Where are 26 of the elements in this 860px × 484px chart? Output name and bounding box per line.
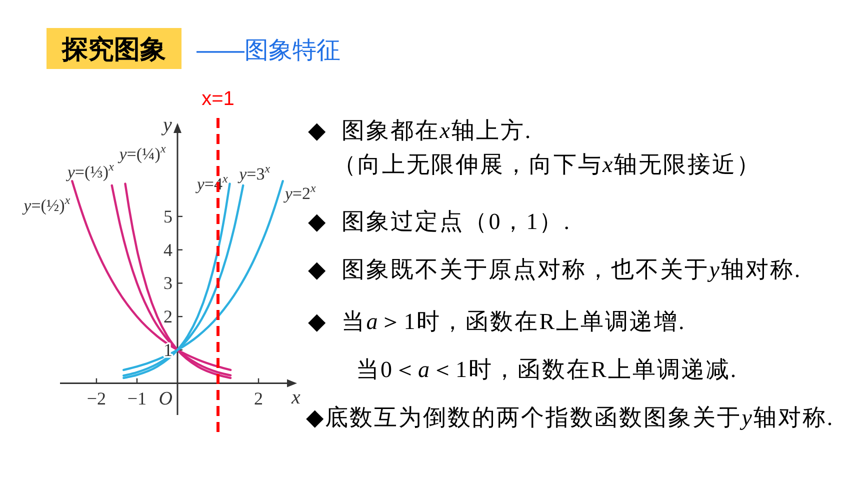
text: ◆底数互为倒数的两个指数函数图象关于y轴对称. [306,405,834,430]
text: （向上无限伸展，向下与x轴无限接近） [333,152,762,177]
y-axis-title: y [161,114,172,136]
series-label: y=(¼)$^{x}$ [117,142,166,164]
series-label: y=3$^{x}$ [237,161,271,184]
annotation: O [158,388,173,410]
text: ◆ 图象过定点（0，1）. [308,209,571,234]
title: 探究图象 [46,28,182,69]
x-tick-label: −2 [86,388,106,408]
text: ◆ 图象既不关于原点对称，也不关于y轴对称. [308,257,802,282]
series-label: y=2$^{x}$ [282,181,316,204]
y-tick-label: 4 [163,240,172,260]
y-tick-label: 3 [163,273,172,294]
x-tick-label: 2 [254,388,264,408]
text: ◆ 当a＞1时，函数在R上单调递增. [308,309,686,334]
y-tick-label: 2 [163,306,172,327]
x-tick-label: −1 [127,388,147,408]
chart-title: 探究图象 [61,34,166,64]
ref-line-label: x=1 [202,88,234,110]
series-label: y=(½)$^{x}$ [22,193,71,216]
y-tick-label: 5 [163,206,172,226]
text: 当0＜a＜1时，函数在R上单调递减. [356,357,738,382]
series-label: y=(⅓)$^{x}$ [65,159,115,182]
chart-subtitle: ——图象特征 [196,37,340,64]
text: ◆ 图象都在x轴上方. [308,118,532,143]
x-axis-title: x [290,386,301,408]
